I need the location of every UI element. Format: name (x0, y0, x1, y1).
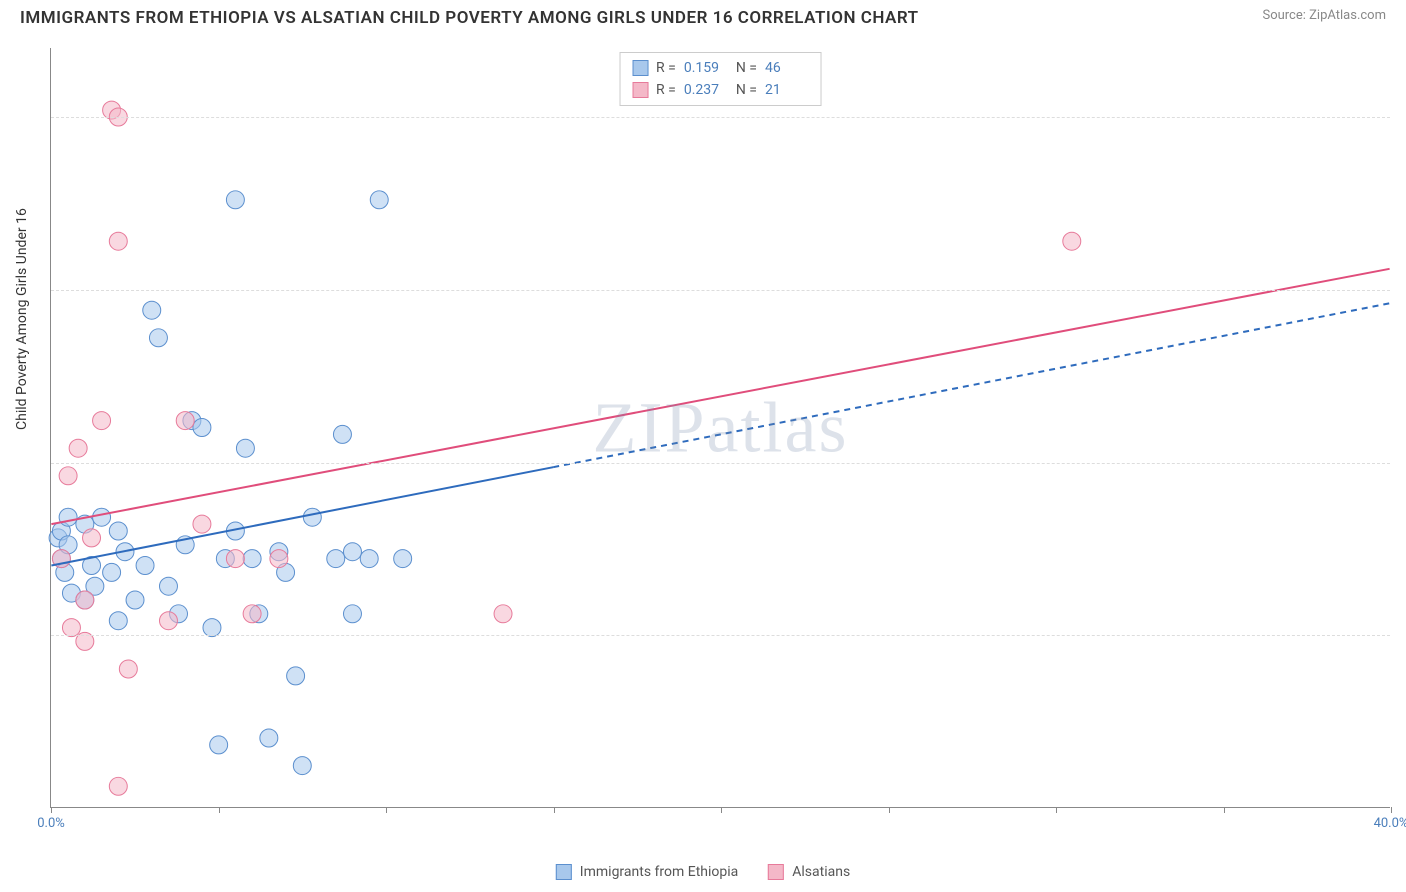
data-point (93, 508, 111, 526)
data-point (260, 729, 278, 747)
x-tick (386, 807, 387, 813)
r-label: R = (656, 79, 676, 101)
data-point (119, 660, 137, 678)
data-point (343, 543, 361, 561)
data-point (293, 757, 311, 775)
data-point (210, 736, 228, 754)
legend-swatch (632, 82, 648, 98)
data-point (62, 619, 80, 637)
data-point (370, 191, 388, 209)
data-point (394, 550, 412, 568)
data-point (243, 550, 261, 568)
data-point (59, 508, 77, 526)
data-point (236, 439, 254, 457)
x-tick (51, 807, 52, 813)
data-point (176, 412, 194, 430)
x-tick (1224, 807, 1225, 813)
n-label: N = (736, 57, 757, 79)
legend-swatch (632, 60, 648, 76)
legend-swatch (556, 864, 572, 880)
data-point (103, 563, 121, 581)
gridline (51, 463, 1390, 464)
data-point (243, 605, 261, 623)
chart-plot-area: R =0.159N =46R =0.237N =21 ZIPatlas 12.5… (50, 48, 1390, 808)
data-point (226, 550, 244, 568)
stat-legend-row: R = 0.159 N = 46 (632, 57, 809, 79)
n-value: 21 (765, 79, 809, 101)
data-point (59, 467, 77, 485)
x-tick-label: 0.0% (37, 816, 65, 831)
y-tick-label: 25.0% (1395, 455, 1406, 470)
source-label: Source: ZipAtlas.com (1262, 8, 1386, 23)
x-tick (554, 807, 555, 813)
gridline (51, 635, 1390, 636)
data-point (343, 605, 361, 623)
x-tick (219, 807, 220, 813)
data-point (93, 412, 111, 430)
data-point (143, 301, 161, 319)
data-point (159, 612, 177, 630)
data-point (226, 191, 244, 209)
stat-legend-box: R = 0.159 N = 46 R = 0.237 N = 21 (619, 52, 822, 106)
data-point (494, 605, 512, 623)
gridline (51, 290, 1390, 291)
legend-swatch (768, 864, 784, 880)
x-tick (1056, 807, 1057, 813)
data-point (193, 419, 211, 437)
x-tick (721, 807, 722, 813)
data-point (333, 425, 351, 443)
y-axis-label: Child Poverty Among Girls Under 16 (14, 208, 30, 430)
data-point (327, 550, 345, 568)
y-tick-label: 37.5% (1395, 282, 1406, 297)
legend-item: Alsatians (768, 864, 850, 880)
data-point (193, 515, 211, 533)
trend-line-dashed (553, 303, 1389, 467)
data-point (69, 439, 87, 457)
trend-line (51, 269, 1389, 524)
r-value: 0.159 (684, 57, 728, 79)
data-point (83, 529, 101, 547)
r-label: R = (656, 57, 676, 79)
data-point (303, 508, 321, 526)
y-tick-label: 12.5% (1395, 628, 1406, 643)
chart-svg (51, 48, 1390, 807)
legend-label: Immigrants from Ethiopia (580, 864, 738, 880)
data-point (203, 619, 221, 637)
x-tick-label: 40.0% (1374, 816, 1406, 831)
data-point (109, 232, 127, 250)
gridline (51, 117, 1390, 118)
trend-line (51, 467, 553, 565)
data-point (109, 522, 127, 540)
n-label: N = (736, 79, 757, 101)
x-tick (1391, 807, 1392, 813)
data-point (360, 550, 378, 568)
data-point (149, 329, 167, 347)
r-value: 0.237 (684, 79, 728, 101)
data-point (287, 667, 305, 685)
legend-label: Alsatians (792, 864, 850, 880)
data-point (136, 557, 154, 575)
data-point (126, 591, 144, 609)
data-point (1063, 232, 1081, 250)
data-point (76, 591, 94, 609)
data-point (109, 777, 127, 795)
legend-item: Immigrants from Ethiopia (556, 864, 738, 880)
y-tick-label: 50.0% (1395, 110, 1406, 125)
x-tick (889, 807, 890, 813)
data-point (159, 577, 177, 595)
chart-title: IMMIGRANTS FROM ETHIOPIA VS ALSATIAN CHI… (20, 8, 919, 28)
bottom-legend: Immigrants from Ethiopia Alsatians (556, 864, 850, 880)
stat-legend-row: R = 0.237 N = 21 (632, 79, 809, 101)
data-point (270, 550, 288, 568)
data-point (109, 612, 127, 630)
n-value: 46 (765, 57, 809, 79)
